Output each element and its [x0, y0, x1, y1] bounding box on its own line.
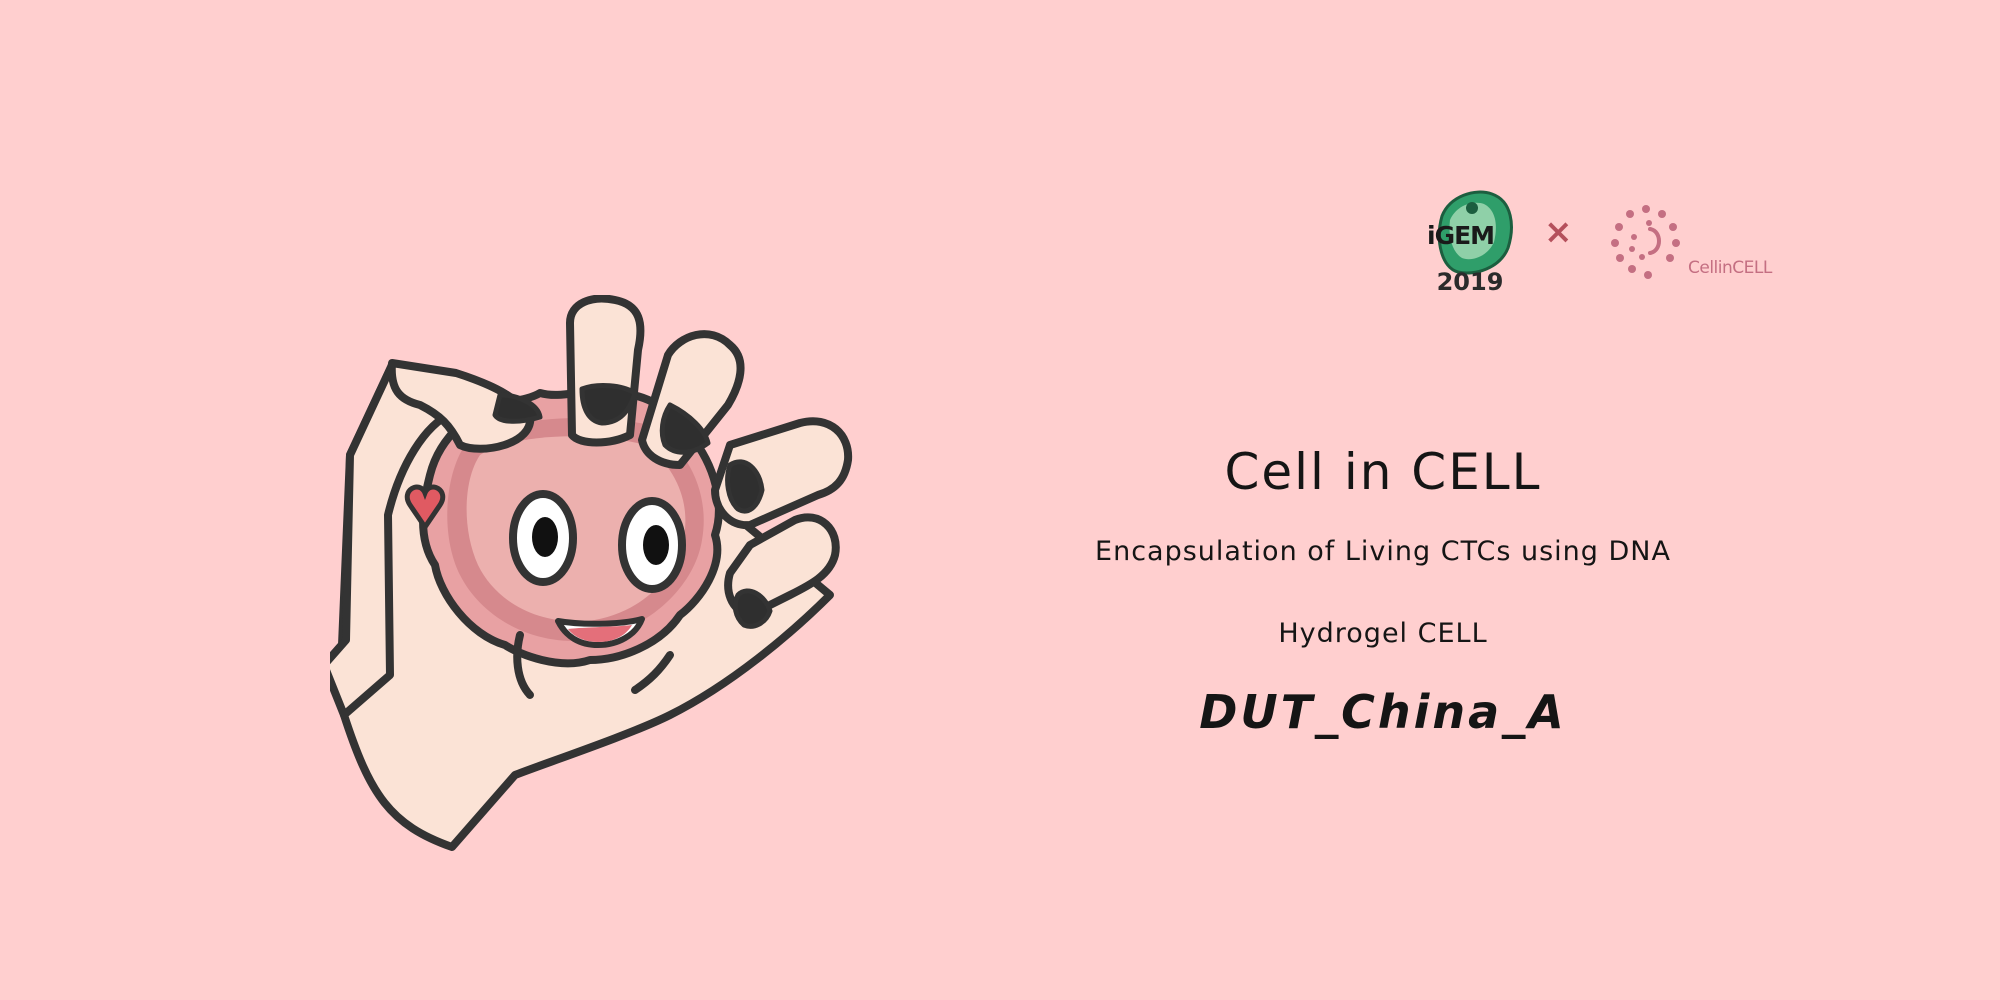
heart-icon — [404, 484, 446, 532]
left-pupil — [532, 517, 558, 557]
separator-sign: × — [1544, 212, 1573, 252]
logo-row: iGEM 2019 × CellinCELL — [1420, 186, 1800, 306]
palm-crease-2 — [631, 651, 674, 694]
igem-wordmark: iGEM — [1427, 221, 1495, 250]
index-nail — [492, 392, 543, 424]
mouth-tongue — [568, 625, 632, 642]
igem-logo-icon — [1437, 190, 1513, 275]
partner-name: CellinCELL — [1688, 258, 1772, 278]
pinky-nail — [725, 459, 765, 514]
hand-holding-cell-icon — [330, 295, 853, 851]
cellincell-logo-icon — [1611, 205, 1680, 279]
project-title: Cell in CELL — [1224, 443, 1542, 501]
title-block: Cell in CELL Encapsulation of Living CTC… — [1030, 440, 1736, 742]
igem-leaf-inner — [1449, 202, 1496, 260]
igem-year: 2019 — [1436, 268, 1504, 296]
igem-virus-dot — [1466, 202, 1478, 214]
ring-nail — [659, 402, 711, 455]
palm-crease — [513, 631, 534, 699]
little-nail — [732, 588, 773, 629]
subtitle-line-2: Hydrogel CELL — [1278, 618, 1488, 649]
middle-nail — [579, 383, 638, 426]
team-name: DUT_China_A — [1199, 685, 1567, 739]
subtitle-line-1: Encapsulation of Living CTCs using DNA — [1095, 536, 1671, 567]
right-pupil — [643, 525, 669, 565]
